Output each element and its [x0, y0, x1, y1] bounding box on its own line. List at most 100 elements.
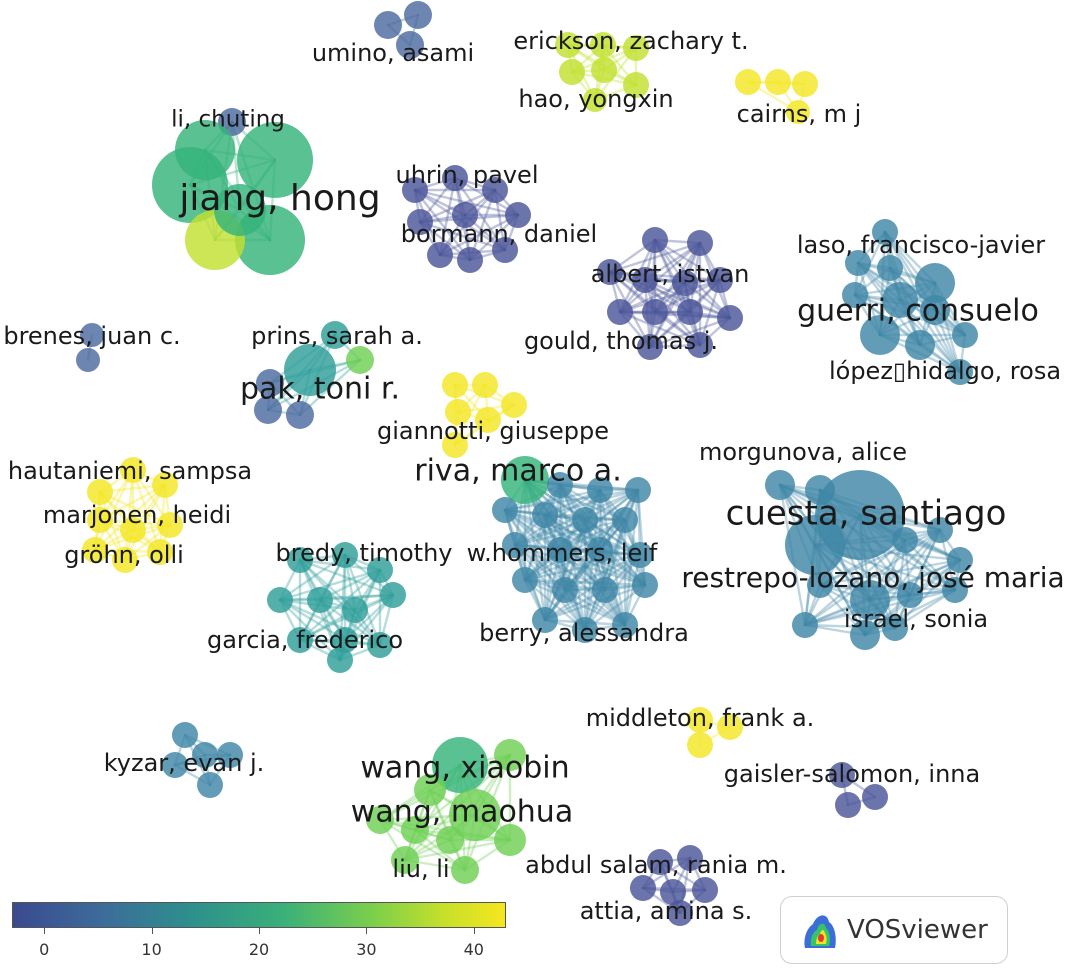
author-node[interactable]	[445, 399, 471, 425]
author-node[interactable]	[217, 742, 243, 768]
author-node[interactable]	[785, 515, 845, 575]
author-node[interactable]	[494, 824, 526, 856]
author-node[interactable]	[120, 457, 146, 483]
author-node[interactable]	[559, 59, 585, 85]
author-node[interactable]	[672, 270, 698, 296]
author-label[interactable]: morgunova, alice	[699, 438, 907, 466]
author-node[interactable]	[845, 250, 871, 276]
author-node[interactable]	[286, 401, 314, 429]
author-node[interactable]	[587, 537, 613, 563]
author-label[interactable]: wang, maohua	[351, 795, 573, 830]
author-label[interactable]: restrepo-lozano, josé maria	[681, 561, 1064, 594]
author-label[interactable]: hao, yongxin	[518, 85, 673, 113]
author-node[interactable]	[862, 784, 888, 810]
author-node[interactable]	[807, 572, 833, 598]
author-node[interactable]	[850, 580, 890, 620]
author-node[interactable]	[897, 582, 923, 608]
author-node[interactable]	[687, 332, 713, 358]
author-label[interactable]: kyzar, evan j.	[104, 749, 265, 777]
author-node[interactable]	[367, 632, 393, 658]
author-node[interactable]	[877, 255, 903, 281]
author-node[interactable]	[442, 165, 468, 191]
author-node[interactable]	[707, 267, 733, 293]
author-node[interactable]	[623, 72, 649, 98]
author-node[interactable]	[502, 532, 528, 558]
author-node[interactable]	[842, 282, 868, 308]
author-node[interactable]	[172, 722, 198, 748]
author-node[interactable]	[597, 259, 623, 285]
author-label[interactable]: jiang, hong	[178, 178, 380, 219]
author-node[interactable]	[256, 369, 284, 397]
author-node[interactable]	[625, 477, 651, 503]
author-label[interactable]: attia, amina s.	[580, 897, 753, 925]
author-node[interactable]	[374, 11, 402, 39]
vosviewer-badge[interactable]: VOSviewer	[780, 896, 1008, 964]
author-node[interactable]	[642, 227, 668, 253]
author-node[interactable]	[735, 69, 761, 95]
author-node[interactable]	[342, 597, 368, 623]
author-label[interactable]: garcia, frederico	[207, 626, 403, 654]
author-node[interactable]	[451, 856, 479, 884]
author-node[interactable]	[157, 512, 183, 538]
author-label[interactable]: israel, sonia	[844, 605, 988, 633]
author-node[interactable]	[457, 247, 483, 273]
author-label[interactable]: middleton, frank a.	[586, 704, 815, 732]
author-label[interactable]: guerri, consuelo	[797, 294, 1039, 329]
author-node[interactable]	[327, 647, 353, 673]
author-node[interactable]	[687, 732, 713, 758]
author-node[interactable]	[237, 122, 313, 198]
author-node[interactable]	[391, 846, 419, 874]
author-node[interactable]	[449, 789, 501, 841]
author-label[interactable]: brenes, juan c.	[3, 322, 180, 350]
author-node[interactable]	[647, 849, 673, 875]
author-label[interactable]: w.hommers, leif	[467, 539, 658, 567]
author-node[interactable]	[572, 617, 598, 643]
author-node[interactable]	[401, 816, 429, 844]
author-node[interactable]	[882, 282, 918, 318]
author-node[interactable]	[592, 577, 618, 603]
author-node[interactable]	[552, 577, 578, 603]
author-label[interactable]: berry, alessandra	[479, 619, 689, 647]
author-node[interactable]	[667, 900, 693, 926]
author-label[interactable]: li, chuting	[171, 107, 285, 133]
author-label[interactable]: lópez▯hidalgo, rosa	[829, 357, 1061, 385]
author-node[interactable]	[267, 587, 293, 613]
author-node[interactable]	[632, 572, 658, 598]
author-node[interactable]	[591, 57, 617, 83]
author-node[interactable]	[632, 267, 658, 293]
author-node[interactable]	[197, 772, 223, 798]
author-node[interactable]	[905, 330, 935, 360]
author-node[interactable]	[501, 456, 549, 504]
author-node[interactable]	[952, 322, 978, 348]
author-node[interactable]	[175, 120, 235, 180]
author-node[interactable]	[612, 612, 638, 638]
author-node[interactable]	[677, 845, 703, 871]
author-label[interactable]: hautaniemi, sampsa	[8, 457, 252, 485]
author-node[interactable]	[366, 806, 394, 834]
author-node[interactable]	[346, 346, 374, 374]
author-label[interactable]: gröhn, olli	[64, 541, 184, 569]
author-node[interactable]	[920, 295, 950, 325]
author-node[interactable]	[850, 620, 880, 650]
author-label[interactable]: riva, marco a.	[414, 454, 621, 489]
author-node[interactable]	[442, 432, 468, 458]
author-node[interactable]	[147, 539, 173, 565]
author-node[interactable]	[872, 219, 898, 245]
author-node[interactable]	[396, 31, 424, 59]
author-node[interactable]	[590, 32, 616, 58]
author-node[interactable]	[947, 359, 973, 385]
author-node[interactable]	[687, 230, 713, 256]
author-label[interactable]: erickson, zachary t.	[513, 27, 748, 55]
author-node[interactable]	[407, 209, 433, 235]
author-node[interactable]	[87, 507, 113, 533]
author-node[interactable]	[765, 470, 795, 500]
author-label[interactable]: liu, li	[392, 855, 449, 883]
author-node[interactable]	[112, 547, 138, 573]
author-node[interactable]	[152, 472, 178, 498]
author-node[interactable]	[87, 479, 113, 505]
author-node[interactable]	[284, 344, 336, 396]
author-node[interactable]	[555, 32, 581, 58]
author-node[interactable]	[505, 202, 531, 228]
author-node[interactable]	[627, 542, 653, 568]
author-node[interactable]	[692, 877, 718, 903]
